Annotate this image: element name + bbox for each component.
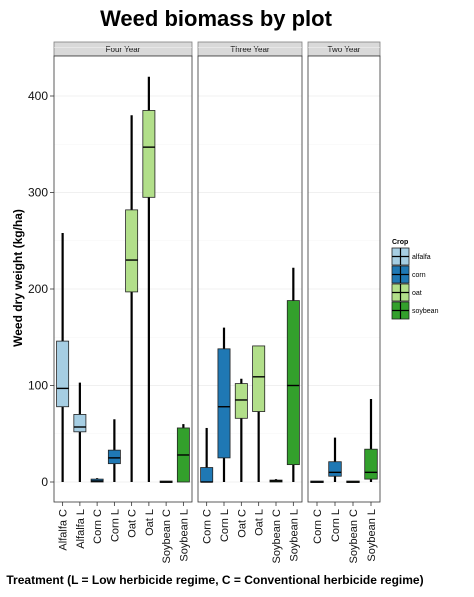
box-body [73, 414, 87, 433]
box-soybean-c: Soybean C [269, 479, 283, 563]
legend-entry-alfalfa: alfalfa [391, 247, 431, 266]
chart-title: Weed biomass by plot [100, 6, 333, 31]
box-body [252, 345, 266, 412]
legend: Crop alfalfa corn oat soybean [391, 239, 439, 320]
x-tick-label: Corn C [312, 509, 324, 544]
x-tick-label: Soybean C [161, 509, 173, 563]
x-tick-label: Soybean L [288, 509, 300, 562]
legend-label: alfalfa [412, 254, 431, 261]
box-oat-c: Oat C [125, 115, 139, 538]
box-soybean-l: Soybean L [364, 399, 378, 562]
x-tick-label: Oat L [254, 509, 266, 536]
legend-label: soybean [412, 308, 439, 315]
box-body [328, 461, 342, 477]
y-tick-label: 400 [28, 89, 48, 103]
box-corn-c: Corn C [310, 480, 324, 544]
box-corn-l: Corn L [328, 437, 342, 542]
legend-entry-soybean: soybean [391, 301, 439, 320]
legend-entry-oat: oat [391, 283, 422, 302]
box-alfalfa-c: Alfalfa C [56, 233, 70, 551]
facet-panel: Four Year Alfalfa C Alfalfa L Corn C Corn L O… [53, 41, 193, 563]
box-soybean-l: Soybean L [286, 267, 300, 562]
x-tick-label: Alfalfa L [75, 509, 87, 549]
x-tick-label: Oat C [127, 509, 139, 538]
box-corn-l: Corn L [107, 419, 121, 542]
panel-background [308, 56, 380, 502]
x-tick-label: Alfalfa C [58, 509, 70, 551]
box-body [125, 209, 139, 293]
x-tick-label: Oat L [144, 509, 156, 536]
facet-strip-label: Four Year [106, 45, 141, 54]
box-alfalfa-l: Alfalfa L [73, 382, 87, 549]
x-tick-label: Corn L [330, 509, 342, 542]
box-corn-c: Corn C [90, 478, 104, 544]
facet-panels: Four Year Alfalfa C Alfalfa L Corn C Corn L O… [53, 41, 381, 563]
y-tick-label: 200 [28, 282, 48, 296]
x-tick-label: Corn C [202, 509, 214, 544]
box-body [200, 467, 214, 483]
y-tick-label: 300 [28, 186, 48, 200]
box-soybean-c: Soybean C [159, 480, 173, 563]
y-axis-label: Weed dry weight (kg/ha) [11, 209, 25, 347]
panel-border [197, 55, 303, 503]
x-tick-label: Soybean C [271, 509, 283, 563]
box-body [217, 348, 231, 459]
legend-label: corn [412, 272, 426, 279]
box-body [56, 340, 70, 408]
box-oat-l: Oat L [252, 345, 266, 536]
box-corn-c: Corn C [200, 427, 214, 544]
box-body [142, 110, 156, 198]
facet-panel: Three Year Corn C Corn L Oat C Oat L Soybean … [197, 41, 303, 563]
x-tick-label: Soybean L [366, 509, 378, 562]
box-soybean-l: Soybean L [176, 424, 190, 562]
box-body [107, 449, 121, 465]
box-soybean-c: Soybean C [346, 480, 360, 563]
box-body [234, 383, 248, 419]
x-tick-label: Soybean C [348, 509, 360, 563]
legend-entry-corn: corn [391, 265, 426, 284]
panel-border [307, 55, 381, 503]
x-tick-label: Corn L [109, 509, 121, 542]
panel-background [54, 56, 192, 502]
facet-strip-label: Two Year [328, 45, 361, 54]
x-axis-label: Treatment (L = Low herbicide regime, C =… [6, 573, 423, 587]
box-corn-l: Corn L [217, 327, 231, 542]
y-tick-label: 0 [41, 475, 48, 489]
y-axis: 0 100 200 300 400 [28, 89, 54, 489]
facet-strip-label: Three Year [230, 45, 269, 54]
x-tick-label: Soybean L [178, 509, 190, 562]
box-oat-l: Oat L [142, 76, 156, 536]
legend-label: oat [412, 290, 422, 297]
x-tick-label: Oat C [236, 509, 248, 538]
x-tick-label: Corn L [219, 509, 231, 542]
y-tick-label: 100 [28, 379, 48, 393]
box-oat-c: Oat C [234, 378, 248, 538]
legend-title: Crop [392, 239, 408, 246]
panel-background [198, 56, 302, 502]
facet-panel: Two Year Corn C Corn L Soybean C Soybean L [307, 41, 381, 563]
panel-border [53, 55, 193, 503]
box-body [364, 448, 378, 480]
box-body [286, 300, 300, 466]
x-tick-label: Corn C [92, 509, 104, 544]
